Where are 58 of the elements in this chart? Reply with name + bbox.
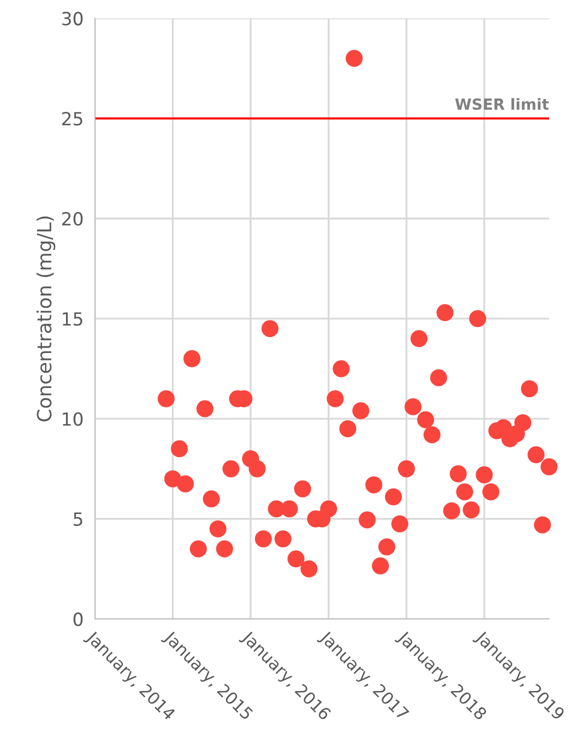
point	[436, 304, 454, 322]
point	[352, 402, 370, 420]
point	[170, 440, 188, 458]
point	[294, 480, 312, 498]
point	[514, 414, 532, 432]
point	[476, 466, 493, 484]
point	[430, 369, 448, 386]
point	[443, 502, 460, 520]
point	[280, 500, 298, 518]
point	[261, 320, 278, 338]
point	[398, 460, 415, 478]
point	[190, 540, 207, 558]
point	[158, 390, 175, 408]
point	[202, 490, 220, 508]
point	[520, 380, 538, 398]
point	[346, 50, 363, 67]
point	[534, 516, 551, 534]
y-tick-label: 30	[62, 12, 83, 26]
y-tick-label: 25	[62, 112, 82, 126]
point	[528, 446, 545, 464]
point	[384, 488, 402, 506]
point	[216, 540, 234, 558]
point	[300, 560, 318, 578]
y-tick-label: 15	[62, 312, 82, 326]
point	[410, 330, 428, 348]
point	[540, 458, 558, 476]
point	[365, 476, 382, 494]
point	[372, 557, 389, 574]
point	[358, 511, 376, 528]
point	[222, 460, 240, 478]
point	[456, 483, 474, 500]
point	[332, 360, 350, 378]
point	[254, 530, 272, 548]
point	[450, 465, 467, 482]
point	[417, 411, 434, 428]
y-tick-label: 10	[62, 412, 83, 426]
y-tick-label: 0	[74, 612, 83, 626]
y-axis-title: Concentration (mg/L)	[36, 216, 56, 422]
point	[196, 400, 214, 418]
y-tick-label: 20	[62, 212, 83, 226]
point	[176, 475, 194, 492]
point	[462, 501, 480, 518]
point	[287, 550, 304, 568]
point	[339, 420, 356, 438]
point	[320, 500, 338, 518]
point	[183, 350, 200, 368]
y-tick-label: 5	[74, 512, 82, 526]
point	[326, 390, 344, 408]
point	[248, 460, 266, 478]
point	[274, 530, 292, 548]
point	[391, 515, 408, 532]
point	[404, 398, 422, 416]
point	[209, 520, 226, 538]
point	[378, 538, 396, 556]
point	[469, 310, 486, 328]
point	[424, 426, 441, 444]
ref-line-label: WSER limit	[455, 98, 549, 110]
point	[482, 483, 500, 500]
